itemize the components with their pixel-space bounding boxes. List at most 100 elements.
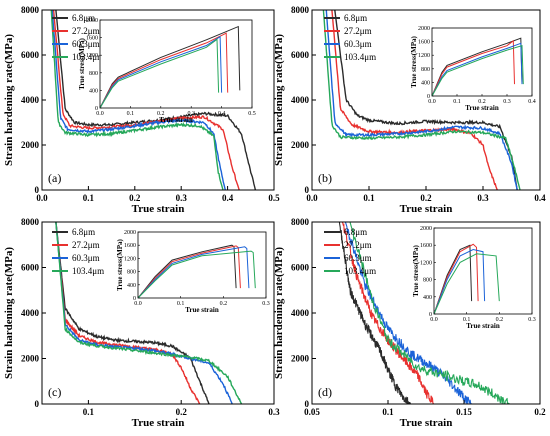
legend-label: 6.8μm — [72, 13, 95, 23]
inset-series-line — [433, 248, 486, 315]
inset-x-tick-label: 0.3 — [262, 301, 270, 307]
legend-label: 60.3μm — [344, 39, 372, 49]
inset-y-tick-label: 2000 — [420, 226, 432, 232]
y-axis-title: Strain hardening rate(MPa) — [273, 34, 285, 166]
x-tick-label: 0.05 — [304, 407, 320, 417]
y-axis-title: Strain hardening rate(MPa) — [3, 34, 15, 166]
legend-label: 27.2μm — [344, 26, 372, 36]
y-tick-label: 2000 — [291, 140, 310, 150]
x-tick-label: 0.4 — [222, 193, 234, 203]
inset-series-line — [431, 45, 524, 97]
inset-x-tick-label: 0.5 — [248, 111, 256, 117]
inset-x-axis-title: True strain — [159, 116, 193, 124]
inset-x-axis-title: True strain — [185, 306, 219, 314]
panel-label: (a) — [48, 171, 61, 185]
inset-x-tick-label: 0.0 — [134, 301, 142, 307]
inset-frame — [431, 27, 533, 97]
inset-x-tick-label: 0.1 — [177, 301, 185, 307]
inset-x-tick-label: 0.4 — [528, 99, 536, 105]
series-line-2 — [344, 222, 472, 404]
inset-y-tick-label: 400 — [423, 295, 432, 301]
y-tick-label: 6000 — [291, 50, 310, 60]
x-axis-title: True strain — [132, 417, 185, 429]
panel-label: (b) — [318, 171, 332, 185]
inset-x-tick-label: 0.4 — [218, 111, 226, 117]
y-tick-label: 2000 — [21, 354, 40, 364]
inset-y-tick-label: 2000 — [124, 230, 136, 236]
series-line-3 — [349, 222, 510, 404]
inset-chart: 0 400 800 1200 1600 2000 0.0 0.1 0.2 0.3 True stra… — [116, 230, 270, 314]
x-tick-label: 0.3 — [176, 193, 188, 203]
inset-y-tick-label: 1200 — [124, 256, 136, 262]
y-tick-label: 8000 — [291, 217, 310, 227]
series-line-0 — [334, 10, 518, 190]
legend-label: 27.2μm — [72, 240, 100, 250]
inset-chart: 0 400 800 1200 1600 2000 0.0 0.1 0.2 0.3 True stra… — [412, 226, 536, 330]
series-line-2 — [51, 10, 226, 190]
y-tick-label: 4000 — [291, 95, 310, 105]
inset-chart: 0 400 800 1200 1600 2000 0.0 0.1 0.2 0.3 0.4 True s… — [410, 26, 536, 112]
legend-label: 103.4μm — [344, 266, 376, 276]
inset-x-tick-label: 0.3 — [503, 99, 511, 105]
inset-y-tick-label: 2000 — [86, 18, 98, 24]
inset-x-tick-label: 0.1 — [453, 99, 461, 105]
series-group — [50, 10, 257, 190]
y-tick-label: 0 — [305, 185, 310, 195]
x-tick-label: 0.2 — [420, 193, 432, 203]
inset-x-tick-label: 0.0 — [428, 99, 436, 105]
inset-y-tick-label: 400 — [421, 80, 430, 86]
inset-series-line — [431, 42, 523, 97]
series-line-2 — [55, 222, 233, 404]
legend-label: 6.8μm — [344, 227, 367, 237]
inset-y-tick-label: 400 — [127, 283, 136, 289]
inset-y-tick-label: 800 — [421, 67, 430, 73]
inset-y-axis-title: True stress(MPa) — [410, 36, 418, 88]
inset-y-tick-label: 1600 — [124, 243, 136, 249]
x-tick-label: 0.2 — [176, 407, 188, 417]
series-line-3 — [55, 222, 243, 404]
y-axis-title: Strain hardening rate(MPa) — [3, 247, 15, 379]
inset-x-tick-label: 0.0 — [430, 317, 438, 323]
y-tick-label: 8000 — [21, 217, 40, 227]
y-tick-label: 6000 — [21, 263, 40, 273]
legend-label: 6.8μm — [344, 13, 367, 23]
x-tick-label: 0.1 — [83, 407, 95, 417]
legend-label: 60.3μm — [72, 39, 100, 49]
x-tick-label: 0.1 — [382, 407, 394, 417]
inset-y-tick-label: 800 — [127, 270, 136, 276]
inset-series-line — [99, 35, 223, 109]
series-line-0 — [338, 222, 412, 404]
inset-y-axis-title: True stress(MPa) — [78, 38, 86, 90]
x-tick-label: 0.3 — [477, 193, 489, 203]
x-tick-label: 0.4 — [534, 193, 546, 203]
y-tick-label: 8000 — [291, 5, 310, 15]
inset-y-tick-label: 1600 — [86, 36, 98, 42]
series-line-3 — [50, 10, 224, 190]
inset-x-axis-title: True strain — [465, 104, 499, 112]
inset-y-tick-label: 1200 — [418, 53, 430, 59]
x-tick-label: 0.2 — [129, 193, 141, 203]
inset-series-line — [433, 253, 500, 315]
inset-y-tick-label: 800 — [89, 71, 98, 77]
x-tick-label: 0.5 — [268, 193, 280, 203]
inset-x-tick-label: 0.3 — [528, 317, 536, 323]
x-tick-label: 0.3 — [268, 407, 280, 417]
inset-frame — [433, 227, 533, 315]
legend-label: 103.4μm — [72, 52, 104, 62]
inset-x-tick-label: 0.1 — [127, 111, 135, 117]
inset-series-line — [433, 243, 479, 315]
legend-label: 27.2μm — [72, 26, 100, 36]
inset-y-tick-label: 0 — [133, 296, 136, 302]
y-tick-label: 4000 — [21, 95, 40, 105]
x-tick-label: 0.1 — [83, 193, 95, 203]
inset-y-tick-label: 400 — [89, 88, 98, 94]
inset-series-line — [99, 38, 220, 109]
x-tick-label: 0.0 — [306, 193, 318, 203]
panel-label: (d) — [318, 385, 332, 399]
legend-label: 6.8μm — [72, 227, 95, 237]
series-group — [55, 222, 243, 404]
x-axis-title: True strain — [400, 203, 453, 215]
inset-series-line — [431, 39, 515, 97]
